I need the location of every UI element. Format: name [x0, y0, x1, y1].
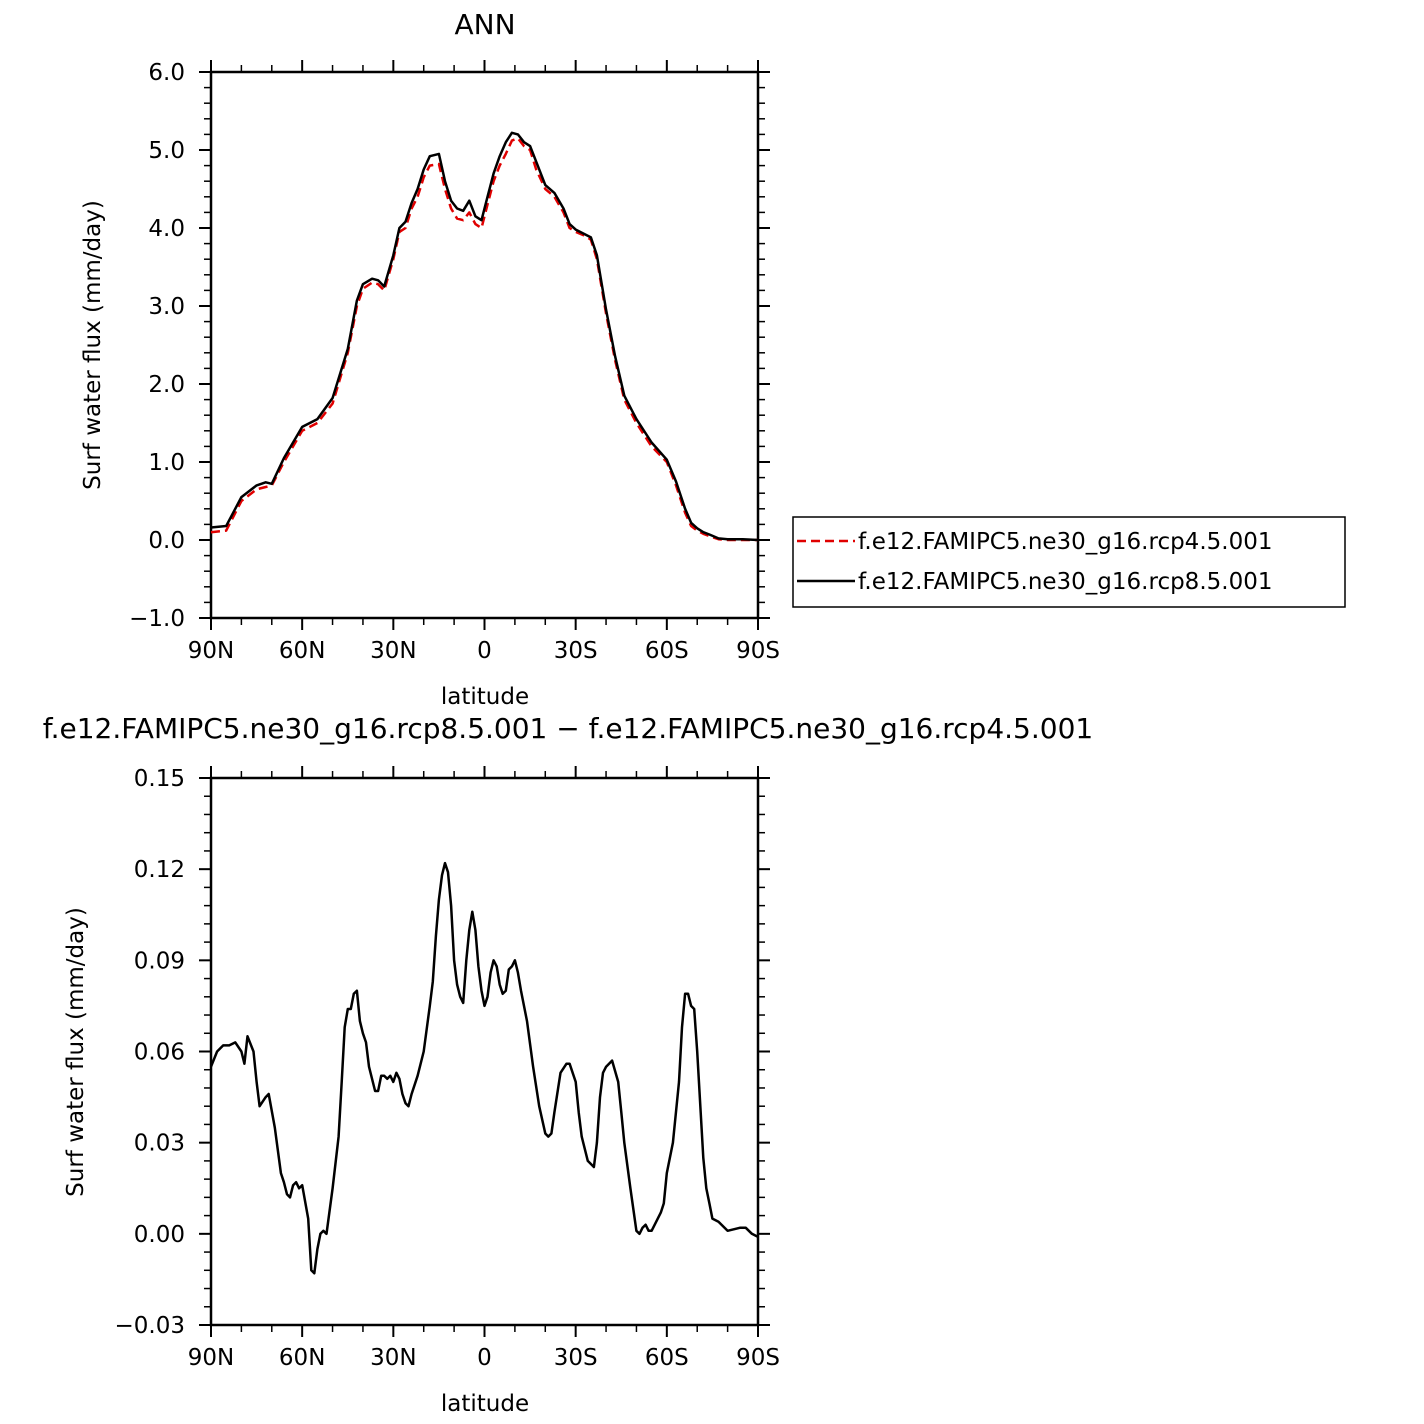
- bottom-y-tick-label: −0.03: [115, 1313, 185, 1339]
- bottom-x-tick-label: 30S: [554, 1345, 598, 1371]
- top-panel: ANN 90N 60N 30N 0 30S 60S 90S −1.0 0.0 1.0 2.0 3.0 4…: [80, 8, 1346, 710]
- bottom-y-axis-label: Surf water flux (mm/day): [63, 907, 89, 1197]
- top-y-tick-label: 6.0: [148, 60, 185, 86]
- top-y-tick-label: 1.0: [148, 450, 185, 476]
- top-series-line-0: [210, 137, 758, 542]
- bottom-y-tick-label: 0.12: [134, 857, 185, 883]
- top-y-axis-label: Surf water flux (mm/day): [80, 200, 106, 490]
- top-y-tick-label: −1.0: [129, 606, 185, 632]
- bottom-y-tick-label: 0.09: [134, 948, 185, 974]
- top-x-tick-label: 90N: [188, 638, 234, 664]
- bottom-x-axis-label: latitude: [441, 1391, 529, 1417]
- bottom-x-tick-label: 90S: [736, 1345, 780, 1371]
- top-series-line-1: [210, 131, 759, 542]
- top-x-tick-label: 30N: [370, 638, 416, 664]
- top-y-tick-label: 3.0: [148, 294, 185, 320]
- top-plot-area: 90N 60N 30N 0 30S 60S 90S −1.0 0.0 1.0 2.0 3.0 4.0 5.…: [129, 60, 780, 664]
- bottom-y-tick-label: 0.03: [134, 1131, 185, 1157]
- top-x-tick-label: 60S: [645, 638, 689, 664]
- bottom-y-tick-label: 0.00: [134, 1222, 185, 1248]
- top-y-tick-label: 4.0: [148, 216, 185, 242]
- bottom-x-tick-label: 90N: [188, 1345, 234, 1371]
- bottom-x-tick-label: 60N: [279, 1345, 325, 1371]
- top-x-axis-label: latitude: [441, 684, 529, 710]
- bottom-series-line-0: [209, 861, 759, 1275]
- top-x-tick-label: 60N: [279, 638, 325, 664]
- top-y-tick-label: 5.0: [148, 138, 185, 164]
- bottom-y-tick-label: 0.06: [134, 1040, 185, 1066]
- legend-box: [792, 516, 1346, 608]
- bottom-panel: f.e12.FAMIPC5.ne30_g16.rcp8.5.001 − f.e1…: [43, 712, 1093, 1417]
- bottom-chart-title: f.e12.FAMIPC5.ne30_g16.rcp8.5.001 − f.e1…: [43, 712, 1093, 745]
- top-x-tick-label: 0: [477, 638, 492, 664]
- bottom-x-tick-label: 0: [477, 1345, 492, 1371]
- top-x-tick-label: 90S: [736, 638, 780, 664]
- bottom-plot-frame: [209, 776, 760, 1327]
- bottom-x-tick-label: 30N: [370, 1345, 416, 1371]
- legend: f.e12.FAMIPC5.ne30_g16.rcp4.5.001 f.e12.…: [792, 516, 1346, 608]
- top-x-tick-label: 30S: [554, 638, 598, 664]
- legend-label-rcp45: f.e12.FAMIPC5.ne30_g16.rcp4.5.001: [858, 529, 1272, 555]
- top-y-tick-label: 2.0: [148, 372, 185, 398]
- top-chart-title: ANN: [454, 8, 515, 41]
- bottom-x-tick-label: 60S: [645, 1345, 689, 1371]
- legend-label-rcp85: f.e12.FAMIPC5.ne30_g16.rcp8.5.001: [858, 569, 1272, 595]
- bottom-y-tick-label: 0.15: [134, 766, 185, 792]
- top-y-tick-label: 0.0: [148, 528, 185, 554]
- bottom-plot-area: 90N 60N 30N 0 30S 60S 90S −0.03 0.00 0.03 0.06 0.09…: [115, 766, 780, 1371]
- top-plot-frame: [209, 70, 760, 620]
